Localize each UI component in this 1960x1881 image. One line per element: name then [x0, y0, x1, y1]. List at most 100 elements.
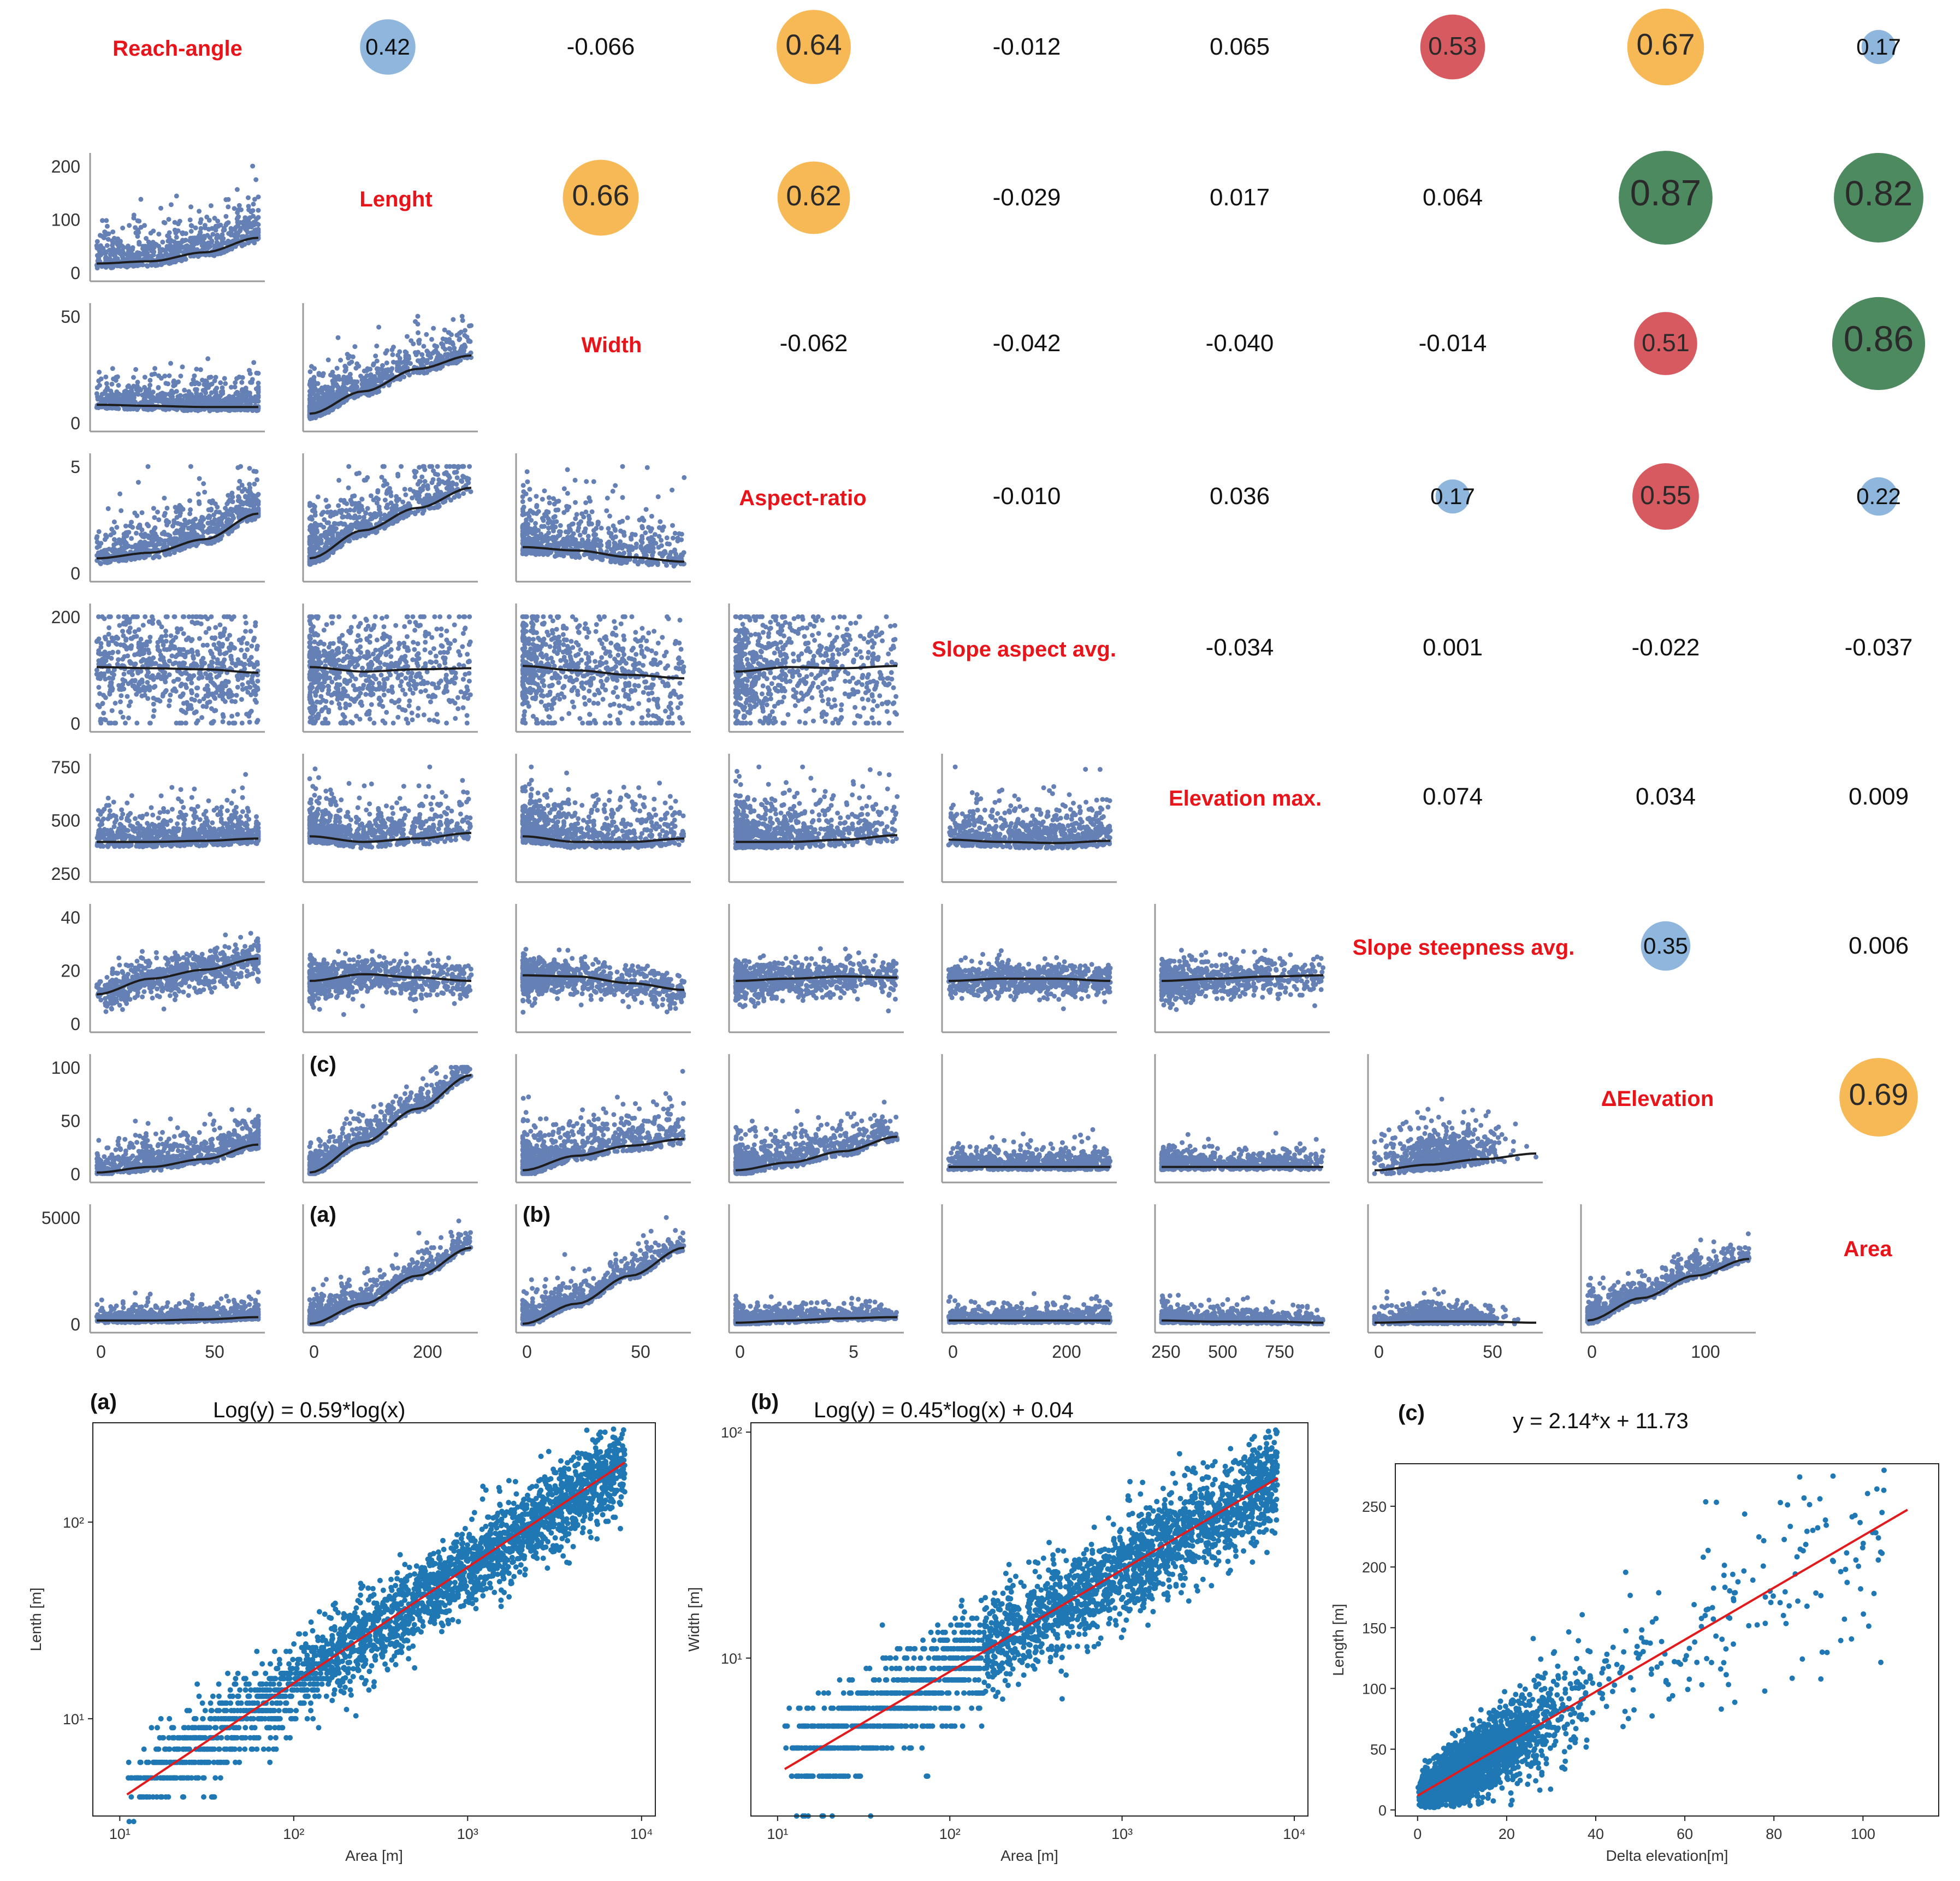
x-tick-label: 0	[1413, 1826, 1422, 1842]
panel-marker: (a)	[310, 1203, 336, 1227]
correlation-value: -0.029	[993, 184, 1061, 211]
scatter-panel	[941, 904, 1117, 1033]
trend-line	[523, 974, 685, 991]
scatter-panel	[89, 1204, 265, 1334]
x-tick-label: 0	[309, 1342, 319, 1362]
trend-line	[309, 487, 472, 560]
y-tick-label: 200	[51, 157, 80, 176]
x-tick-label: 80	[1766, 1826, 1782, 1842]
trend-line	[1375, 1320, 1536, 1324]
x-tick-label: 40	[1588, 1826, 1604, 1842]
scatter-points	[307, 464, 473, 567]
correlation-cell: 0.001	[1423, 634, 1483, 661]
panel-marker: (b)	[523, 1203, 550, 1227]
x-tick-label: 750	[1265, 1342, 1294, 1362]
correlation-cell: -0.062	[780, 330, 848, 357]
variable-label-0: Reach-angle	[112, 37, 242, 61]
x-tick-label: 10⁴	[630, 1826, 653, 1842]
scatter-points	[307, 764, 473, 851]
trend-line	[948, 977, 1111, 982]
y-axis-title: Width [m]	[685, 1587, 702, 1652]
x-tick-label: 0	[948, 1342, 958, 1362]
x-axis-title: Delta elevation[m]	[1606, 1847, 1728, 1864]
trend-line	[735, 1135, 898, 1172]
scatter-points	[946, 1127, 1113, 1173]
correlation-circle	[777, 161, 850, 234]
trend-line	[1162, 1319, 1323, 1324]
correlation-circle	[1627, 8, 1704, 86]
trend-line	[1374, 1152, 1537, 1172]
regression-panel-(c): 0 20 40 60 80 100 0 50 100 150 200 250 Delta elevati…	[1330, 1401, 1939, 1864]
plot-frame	[1395, 1463, 1939, 1817]
trend-line	[522, 546, 685, 563]
correlation-cell: 0.17	[1856, 29, 1901, 64]
correlation-cell: -0.022	[1632, 634, 1700, 661]
variable-label-2: Width	[582, 333, 642, 357]
scatter-points	[1159, 948, 1326, 1012]
trend-line	[96, 236, 259, 265]
correlation-cell: 0.036	[1210, 483, 1270, 510]
correlation-value: 0.42	[365, 34, 410, 60]
correlation-value: 0.074	[1423, 783, 1483, 810]
correlation-cell: -0.012	[993, 33, 1061, 60]
correlation-value: 0.82	[1845, 174, 1913, 213]
regression-points	[782, 1427, 1280, 1819]
x-tick-label: 50	[1483, 1342, 1502, 1362]
correlation-circle	[1632, 463, 1699, 530]
correlation-cell: -0.066	[567, 33, 635, 60]
x-tick-label: 0	[522, 1342, 532, 1362]
correlation-circle	[1420, 14, 1485, 80]
scatter-points	[94, 464, 261, 566]
y-axis-title: Lenth [m]	[27, 1588, 44, 1652]
x-tick-label: 5	[849, 1342, 858, 1362]
y-tick-label: 150	[1362, 1620, 1387, 1636]
correlation-cell: 0.87	[1619, 151, 1713, 245]
trend-line	[96, 957, 259, 996]
trend-line	[97, 837, 259, 843]
correlation-cell: 0.009	[1849, 783, 1909, 810]
correlation-circle	[1861, 29, 1896, 64]
correlation-matrix: Reach-angle Lenght Width Aspect-ratio Slope …	[42, 8, 1926, 1362]
correlation-circle	[1641, 921, 1691, 971]
y-tick-label: 50	[61, 1111, 80, 1131]
variable-label-1: Lenght	[359, 187, 432, 211]
trend-line	[96, 404, 258, 409]
y-tick-label: 5000	[42, 1208, 80, 1228]
scatter-panel	[89, 1054, 265, 1184]
correlation-value: 0.006	[1849, 932, 1909, 959]
correlation-cell: 0.82	[1834, 153, 1923, 242]
correlation-cell: 0.62	[777, 161, 850, 234]
correlation-value: -0.040	[1206, 330, 1274, 357]
x-tick-label: 60	[1677, 1826, 1693, 1842]
trend-line	[309, 1246, 472, 1325]
correlation-value: -0.066	[567, 33, 635, 60]
correlation-value: 0.35	[1643, 933, 1688, 959]
regression-panels: 10¹ 10² 10³ 10⁴ 10¹ 10² Area [m] Lenth [m] (a) Lo…	[27, 1390, 1939, 1864]
panel-letter: (c)	[1398, 1401, 1425, 1425]
fit-line	[1417, 1509, 1908, 1797]
y-tick-label: 250	[51, 864, 80, 884]
scatter-points	[733, 764, 900, 851]
correlation-cell: 0.42	[360, 19, 416, 75]
scatter-points	[946, 764, 1113, 851]
correlation-value: 0.66	[572, 179, 629, 212]
y-tick-label: 10¹	[721, 1651, 742, 1667]
correlation-circle	[1832, 297, 1926, 391]
correlation-cell: -0.040	[1206, 330, 1274, 357]
scatter-points	[946, 1291, 1113, 1326]
correlation-cell: -0.037	[1845, 634, 1913, 661]
scatter-panel	[1154, 1204, 1330, 1334]
scatter-panel	[515, 904, 691, 1033]
scatter-panel	[515, 1054, 691, 1184]
x-tick-label: 250	[1151, 1342, 1180, 1362]
x-tick-label: 10²	[939, 1826, 961, 1842]
correlation-cell: 0.064	[1423, 184, 1483, 211]
correlation-cell: 0.017	[1210, 184, 1270, 211]
scatter-panel	[1367, 1204, 1543, 1334]
scatter-points	[1372, 1287, 1521, 1327]
trend-line	[309, 354, 472, 415]
scatter-panel	[89, 303, 265, 433]
correlation-cell: 0.66	[562, 159, 639, 236]
correlation-circle	[1435, 479, 1470, 514]
